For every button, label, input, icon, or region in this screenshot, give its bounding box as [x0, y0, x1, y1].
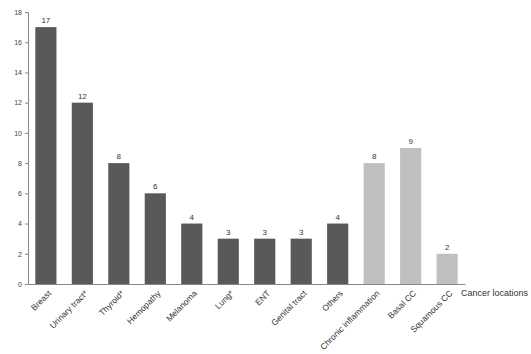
- x-tick: Basal CC: [386, 284, 418, 321]
- x-tick-label: Thyroid*: [97, 288, 127, 318]
- y-tick-mark: [25, 42, 28, 43]
- y-tick-label: 2: [18, 251, 22, 258]
- bar: [327, 224, 348, 284]
- y-tick-label: 12: [14, 99, 22, 106]
- x-tick: Lung*: [213, 284, 236, 311]
- y-tick-label: 16: [14, 39, 22, 46]
- data-label: 3: [263, 228, 268, 237]
- x-axis-line: [29, 284, 466, 285]
- x-tick: Genital tract: [269, 284, 309, 328]
- y-tick-label: 14: [14, 69, 22, 76]
- x-tick-label: Chronic inflammation: [318, 288, 382, 352]
- data-labels: 17 12 8 6 4 3 3 3 4 8 9 2: [41, 16, 449, 252]
- y-tick-mark: [25, 224, 28, 225]
- x-tick-label: Urinary tract*: [48, 288, 91, 331]
- y-axis-line: [25, 13, 29, 285]
- y-tick-label: 0: [18, 281, 22, 288]
- x-tick: Others: [320, 284, 345, 313]
- x-tick: Thyroid*: [97, 284, 127, 318]
- y-tick-label: 10: [14, 130, 22, 137]
- bar: [364, 163, 385, 284]
- y-tick: 10: [14, 130, 28, 137]
- bar: [437, 254, 458, 284]
- data-label: 4: [190, 213, 195, 222]
- plot: 17 12 8 6 4 3 3 3 4 8 9 2 0 2 4 6 8 10 12 14 16 18 BreastUrina…: [14, 9, 465, 352]
- y-tick: 14: [14, 69, 28, 76]
- x-tick: ENT: [253, 284, 272, 307]
- y-tick-label: 6: [18, 190, 22, 197]
- chart-container: 17 12 8 6 4 3 3 3 4 8 9 2 0 2 4 6 8 10 12 14 16 18 BreastUrina…: [0, 0, 531, 354]
- y-tick-mark: [25, 12, 28, 13]
- y-tick-label: 18: [14, 9, 22, 16]
- data-label: 3: [299, 228, 304, 237]
- x-tick-label: Others: [320, 288, 345, 313]
- bar: [400, 148, 421, 284]
- data-label: 4: [335, 213, 340, 222]
- x-tick: Urinary tract*: [48, 284, 91, 330]
- x-tick-label: Lung*: [213, 288, 236, 311]
- bar: [254, 239, 275, 284]
- data-label: 3: [226, 228, 231, 237]
- x-axis: BreastUrinary tract*Thyroid*HemopathyMel…: [29, 284, 466, 352]
- y-tick-mark: [25, 72, 28, 73]
- bar: [218, 239, 239, 284]
- x-tick-label: Breast: [29, 288, 54, 313]
- data-label: 12: [78, 92, 87, 101]
- y-tick-mark: [25, 133, 28, 134]
- y-tick: 6: [18, 190, 28, 197]
- y-tick: 4: [18, 220, 28, 227]
- x-tick: Squamous CC: [408, 284, 454, 334]
- y-tick-mark: [25, 193, 28, 194]
- bar: [35, 27, 56, 284]
- x-tick-label: ENT: [253, 288, 272, 307]
- data-label: 8: [372, 152, 377, 161]
- data-label: 17: [41, 16, 50, 25]
- y-tick: 12: [14, 99, 28, 106]
- x-tick-label: Melanoma: [164, 288, 199, 323]
- x-tick-label: Hemopathy: [125, 288, 163, 326]
- x-tick-label: Squamous CC: [408, 288, 454, 334]
- x-tick-label: Basal CC: [386, 288, 418, 320]
- bar: [291, 239, 312, 284]
- y-tick: 18: [14, 9, 28, 16]
- x-tick-label: Genital tract: [269, 288, 309, 328]
- bar: [145, 193, 166, 284]
- data-label: 8: [117, 152, 122, 161]
- y-tick: 16: [14, 39, 28, 46]
- y-tick: 0: [18, 281, 28, 288]
- y-tick-label: 4: [18, 220, 22, 227]
- x-tick: Melanoma: [164, 284, 199, 323]
- bars: [35, 27, 457, 284]
- y-tick-mark: [25, 103, 28, 104]
- y-axis: 0 2 4 6 8 10 12 14 16 18: [14, 9, 28, 288]
- x-tick: Breast: [29, 284, 54, 313]
- bar: [181, 224, 202, 284]
- y-tick-mark: [25, 284, 28, 285]
- x-tick: Hemopathy: [125, 284, 163, 326]
- chart-svg: 17 12 8 6 4 3 3 3 4 8 9 2 0 2 4 6 8 10 12 14 16 18 BreastUrina…: [0, 0, 531, 354]
- y-tick-mark: [25, 254, 28, 255]
- data-label: 2: [445, 243, 450, 252]
- x-tick: Chronic inflammation: [318, 284, 382, 352]
- data-label: 9: [408, 137, 413, 146]
- y-tick: 2: [18, 251, 28, 258]
- bar: [72, 103, 93, 284]
- y-tick: 8: [18, 160, 28, 167]
- x-axis-title: Cancer locations: [461, 288, 529, 298]
- bar: [108, 163, 129, 284]
- data-label: 6: [153, 182, 158, 191]
- y-tick-label: 8: [18, 160, 22, 167]
- y-tick-mark: [25, 163, 28, 164]
